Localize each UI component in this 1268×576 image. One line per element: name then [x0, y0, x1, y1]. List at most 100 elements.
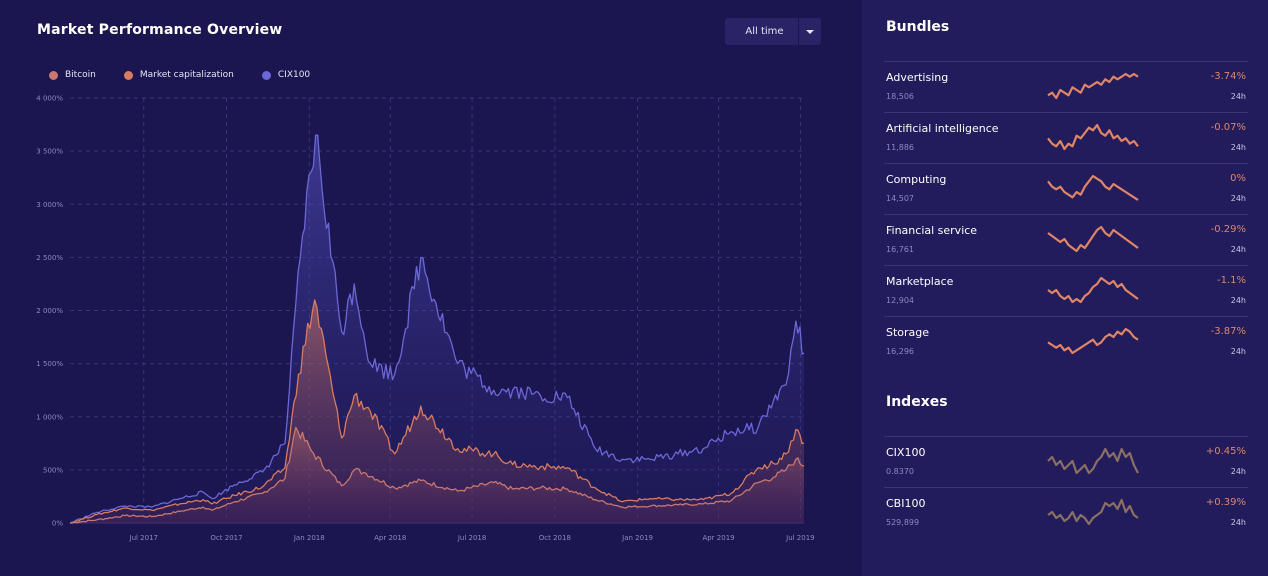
x-tick-label: Apr 2019 [702, 534, 734, 542]
y-tick-label: 500% [43, 466, 63, 474]
series-line-cix100 [69, 134, 805, 524]
bundle-value: 14,507 [886, 194, 914, 203]
index-name: CIX100 [886, 446, 926, 459]
index-period: 24h [1230, 518, 1246, 527]
x-tick-label: Oct 2017 [210, 534, 242, 542]
index-sparkline [1047, 447, 1139, 475]
bundle-period: 24h [1230, 296, 1246, 305]
bundle-change: 0% [1230, 173, 1246, 184]
bundle-period: 24h [1230, 245, 1246, 254]
legend-dot-cix100 [261, 70, 271, 80]
index-sparkline [1047, 498, 1139, 526]
bundle-row[interactable]: Marketplace 12,904 -1.1% 24h [884, 265, 1248, 316]
bundle-sparkline [1047, 123, 1139, 151]
bundle-change: -3.74% [1210, 71, 1246, 82]
bundle-row[interactable]: Computing 14,507 0% 24h [884, 163, 1248, 214]
chart-title: Market Performance Overview [37, 22, 283, 38]
legend-item-bitcoin[interactable]: Bitcoin [49, 70, 96, 80]
bundle-sparkline-path [1047, 174, 1139, 201]
legend-label-cix100: CIX100 [277, 70, 311, 80]
time-range-dropdown[interactable]: All time [725, 18, 821, 45]
bundle-name: Financial service [886, 224, 978, 237]
x-tick-label: Oct 2018 [539, 534, 571, 542]
legend-dot-bitcoin [49, 70, 58, 80]
bundle-value: 16,761 [886, 245, 914, 254]
bundle-change: -3.87% [1210, 326, 1246, 337]
bundle-sparkline-path [1047, 327, 1139, 355]
x-tick-label: Jan 2019 [621, 534, 653, 542]
index-sparkline-path [1047, 498, 1139, 526]
index-value: 529,899 [886, 518, 920, 527]
bundle-name: Artificial intelligence [886, 122, 999, 135]
index-value: 0.8370 [886, 467, 914, 476]
series-line-bitcoin [69, 426, 805, 524]
y-tick-label: 2 500% [36, 254, 63, 262]
dropdown-divider [798, 18, 799, 45]
bundle-sparkline [1047, 72, 1139, 100]
bundle-sparkline [1047, 174, 1139, 201]
bundle-change: -1.1% [1216, 275, 1246, 286]
x-tick-label: Apr 2018 [374, 534, 406, 542]
bundle-name: Advertising [886, 71, 949, 84]
bundle-sparkline-path [1047, 72, 1139, 100]
x-tick-label: Jul 2017 [129, 534, 159, 542]
tick-layer: 0% 500% 1 000% 1 500% 2 000% 2 500% 3 000% 3 50… [36, 95, 814, 543]
y-tick-label: 1 500% [36, 360, 63, 368]
index-row[interactable]: CIX100 0.8370 +0.45% 24h [884, 436, 1248, 487]
bundle-period: 24h [1230, 143, 1246, 152]
bundle-row[interactable]: Financial service 16,761 -0.29% 24h [884, 214, 1248, 265]
area-bitcoin [70, 427, 804, 523]
bundle-value: 16,296 [886, 347, 914, 356]
area-cix100 [70, 135, 804, 523]
bundle-name: Storage [886, 326, 930, 339]
bundle-value: 12,904 [886, 296, 914, 305]
legend-label-market-cap: Market capitalization [139, 70, 234, 80]
bundle-sparkline-path [1047, 225, 1139, 253]
legend-label-bitcoin: Bitcoin [65, 70, 96, 80]
bundles-title: Bundles [886, 19, 950, 35]
bundle-period: 24h [1230, 347, 1246, 356]
index-period: 24h [1230, 467, 1246, 476]
legend-item-market-cap[interactable]: Market capitalization [123, 70, 234, 80]
bundle-name: Computing [886, 173, 947, 186]
indexes-title: Indexes [886, 394, 948, 410]
bundle-sparkline [1047, 276, 1139, 304]
index-name: CBI100 [886, 497, 926, 510]
y-tick-label: 1 000% [36, 413, 63, 421]
time-range-selected: All time [745, 26, 784, 37]
series-line-market-cap [70, 299, 804, 524]
line-layer [69, 134, 805, 524]
bundle-change: -0.29% [1210, 224, 1246, 235]
area-layer [70, 135, 804, 523]
bundle-row[interactable]: Artificial intelligence 11,886 -0.07% 24h [884, 112, 1248, 163]
y-tick-label: 4 000% [36, 95, 63, 103]
y-tick-label: 3 500% [36, 148, 63, 156]
bundle-period: 24h [1230, 194, 1246, 203]
bundle-period: 24h [1230, 92, 1246, 101]
bundle-row[interactable]: Storage 16,296 -3.87% 24h [884, 316, 1248, 367]
performance-line-chart: 0% 500% 1 000% 1 500% 2 000% 2 500% 3 000% 3 50… [36, 95, 814, 543]
bundle-sparkline-path [1047, 276, 1139, 304]
legend-item-cix100[interactable]: CIX100 [261, 70, 311, 80]
bundle-name: Marketplace [886, 275, 954, 288]
legend-dot-market-cap [123, 70, 133, 80]
bundle-sparkline [1047, 225, 1139, 253]
sidebar-panel [862, 0, 1268, 576]
x-tick-label: Jul 2018 [457, 534, 487, 542]
y-tick-label: 3 000% [36, 201, 63, 209]
bundle-value: 18,506 [886, 92, 914, 101]
chart-legend: Bitcoin Market capitalization CIX100 [49, 70, 338, 80]
index-change: +0.39% [1205, 497, 1246, 508]
bundle-value: 11,886 [886, 143, 914, 152]
bundle-sparkline-path [1047, 123, 1139, 151]
x-tick-label: Jul 2019 [785, 534, 815, 542]
y-tick-label: 2 000% [36, 307, 63, 315]
bundle-row[interactable]: Advertising 18,506 -3.74% 24h [884, 61, 1248, 112]
index-change: +0.45% [1205, 446, 1246, 457]
index-row[interactable]: CBI100 529,899 +0.39% 24h [884, 487, 1248, 538]
chevron-down-icon [799, 29, 821, 34]
bundle-sparkline [1047, 327, 1139, 355]
bundle-change: -0.07% [1210, 122, 1246, 133]
index-sparkline-path [1047, 447, 1139, 475]
y-tick-label: 0% [52, 520, 63, 528]
